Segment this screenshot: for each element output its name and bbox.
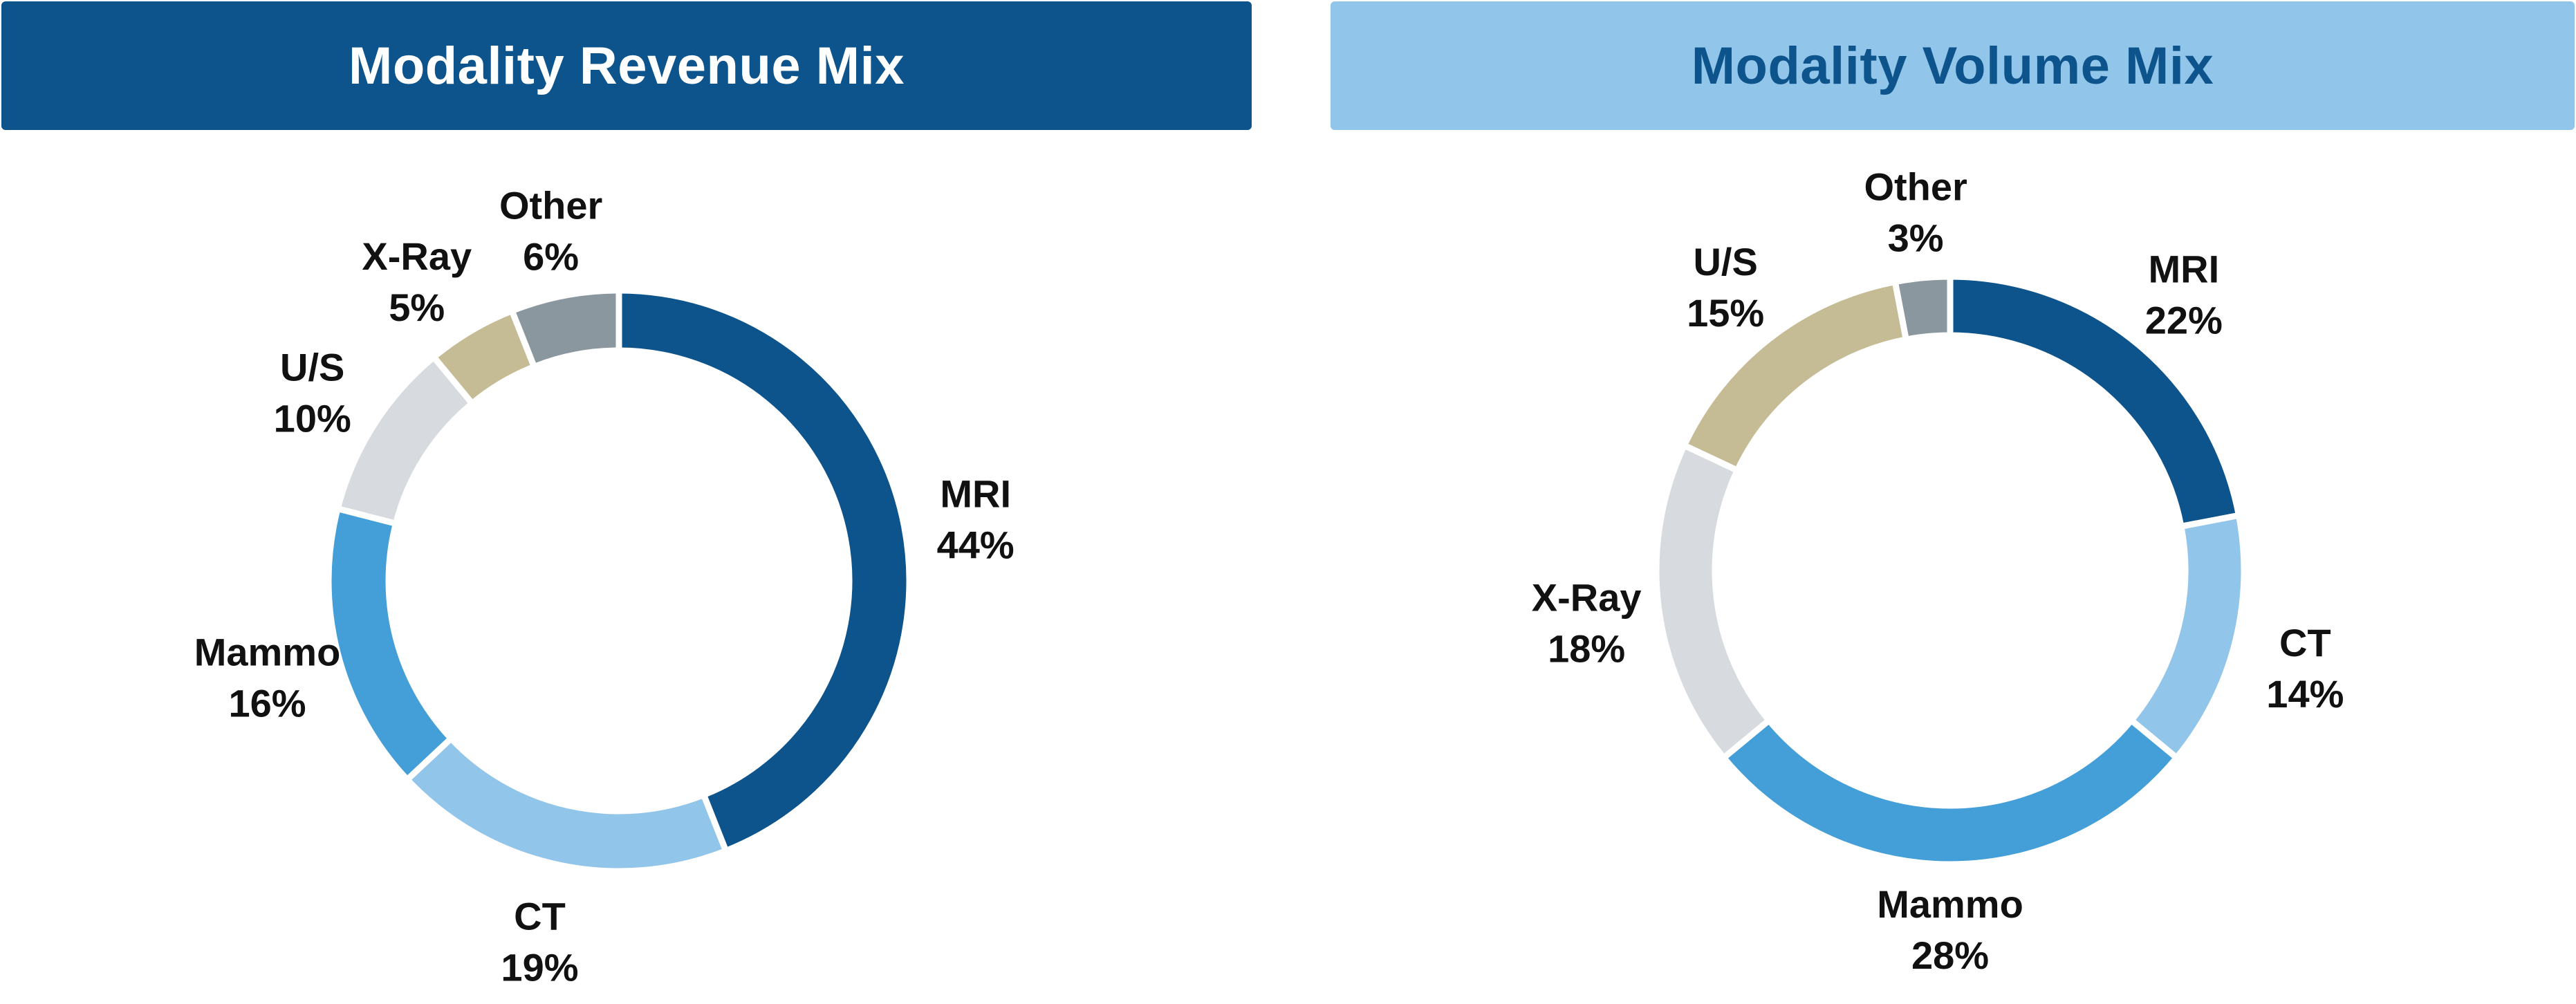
volume-value-label-mri: 22% bbox=[2145, 299, 2223, 342]
volume-label-x-ray: X-Ray bbox=[1532, 575, 1642, 619]
volume-slice-mammo bbox=[1719, 716, 2181, 868]
revenue-value-label-mammo: 16% bbox=[228, 682, 306, 725]
volume-slice-x-ray bbox=[1653, 441, 1774, 763]
revenue-mix-title: Modality Revenue Mix bbox=[349, 36, 905, 95]
volume-mix-title-banner: Modality Volume Mix bbox=[1331, 1, 2575, 130]
revenue-slice-ct bbox=[402, 734, 730, 875]
volume-slice-ct bbox=[2126, 512, 2248, 763]
volume-label-u-s: U/S bbox=[1693, 240, 1757, 283]
volume-value-label-ct: 14% bbox=[2266, 672, 2344, 716]
revenue-label-x-ray: X-Ray bbox=[362, 234, 472, 278]
volume-slice-other bbox=[1891, 273, 1954, 344]
revenue-value-label-other: 6% bbox=[523, 234, 579, 278]
revenue-label-other: Other bbox=[499, 183, 602, 227]
volume-value-label-x-ray: 18% bbox=[1548, 626, 1625, 670]
volume-label-mri: MRI bbox=[2149, 248, 2220, 291]
revenue-label-mammo: Mammo bbox=[194, 631, 341, 674]
revenue-slice-mammo bbox=[325, 505, 456, 784]
volume-label-ct: CT bbox=[2279, 621, 2331, 664]
revenue-value-label-mri: 44% bbox=[937, 523, 1014, 567]
volume-label-mammo: Mammo bbox=[1877, 882, 2023, 926]
volume-value-label-mammo: 28% bbox=[1911, 933, 1989, 977]
revenue-donut-chart: MRI 44% CT 19% Mammo 16% U/S 10% X-Ray 5% Other 6% bbox=[194, 183, 1014, 989]
revenue-value-label-x-ray: 5% bbox=[389, 286, 445, 329]
revenue-slice-other bbox=[508, 287, 622, 371]
revenue-label-ct: CT bbox=[514, 894, 566, 938]
revenue-label-u-s: U/S bbox=[280, 346, 344, 389]
revenue-mix-title-banner: Modality Revenue Mix bbox=[1, 1, 1252, 130]
volume-value-label-other: 3% bbox=[1888, 216, 1944, 259]
revenue-value-label-ct: 19% bbox=[501, 945, 578, 989]
volume-value-label-u-s: 15% bbox=[1687, 291, 1764, 335]
revenue-value-label-u-s: 10% bbox=[274, 397, 351, 440]
revenue-slice-mri bbox=[615, 287, 913, 855]
volume-mix-title: Modality Volume Mix bbox=[1691, 36, 2214, 95]
volume-donut-chart: MRI 22% CT 14% Mammo 28% X-Ray 18% U/S 15% Other 3% bbox=[1532, 165, 2344, 977]
revenue-label-mri: MRI bbox=[940, 472, 1011, 516]
volume-label-other: Other bbox=[1864, 165, 1967, 208]
